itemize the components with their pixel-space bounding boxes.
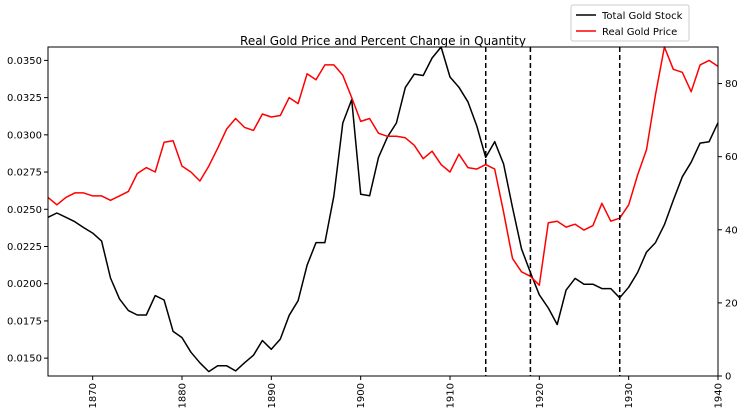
y-left-tick-label: 0.0250 <box>7 205 42 216</box>
x-tick-label: 1880 <box>178 383 189 408</box>
x-tick-label: 1920 <box>535 383 546 408</box>
x-tick-label: 1930 <box>624 383 635 408</box>
vlines-layer <box>484 47 621 376</box>
y-right-tick-label: 80 <box>725 79 738 90</box>
y-right-tick-label: 20 <box>725 298 738 309</box>
legend: Total Gold Stock Real Gold Price <box>570 4 690 42</box>
y-right-tick-label: 60 <box>725 152 738 163</box>
axes-layer: 0.0150 0.0175 0.0200 0.0225 0.0250 0.0275 0.03… <box>7 56 738 409</box>
y-left-tick-label: 0.0350 <box>7 56 42 67</box>
y-left-tick-label: 0.0225 <box>7 242 42 253</box>
y-left-tick-label: 0.0175 <box>7 316 42 327</box>
y-left-tick-label: 0.0300 <box>7 130 42 141</box>
x-tick-label: 1940 <box>714 383 725 408</box>
x-tick-label: 1910 <box>446 383 457 408</box>
y-left-tick-label: 0.0150 <box>7 354 42 365</box>
y-right-tick-label: 0 <box>725 372 731 383</box>
legend-box <box>570 4 690 42</box>
chart-title: Real Gold Price and Percent Change in Qu… <box>240 34 526 48</box>
x-tick-label: 1870 <box>88 383 99 408</box>
legend-label-real-gold-price: Real Gold Price <box>602 27 677 38</box>
plot-frame <box>47 46 719 377</box>
x-tick-label: 1900 <box>356 383 367 408</box>
y-left-tick-label: 0.0200 <box>7 279 42 290</box>
y-left-tick-label: 0.0275 <box>7 168 42 179</box>
series-line-total-gold-stock <box>47 46 719 373</box>
y-right-tick-label: 40 <box>725 225 738 236</box>
series-line-real-gold-price <box>47 46 719 286</box>
y-left-tick-label: 0.0325 <box>7 93 42 104</box>
plot-area <box>48 47 718 376</box>
legend-label-total-gold-stock: Total Gold Stock <box>601 11 683 22</box>
x-tick-label: 1890 <box>267 383 278 408</box>
lines-layer <box>47 46 719 373</box>
